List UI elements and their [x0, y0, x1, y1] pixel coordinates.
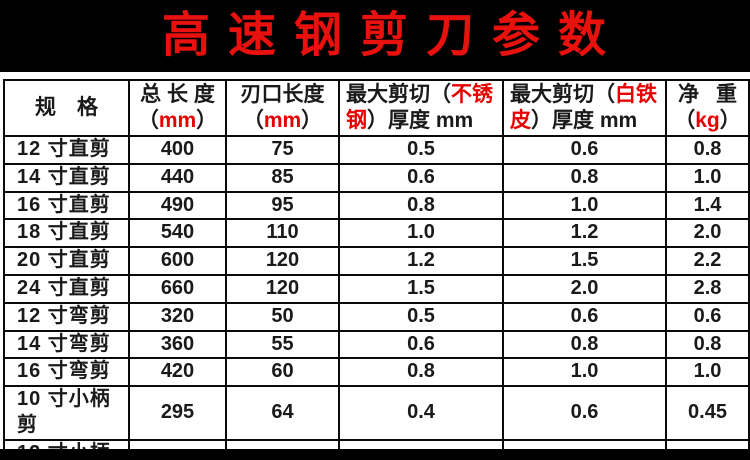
cell-max-cut-stainless: 1.0: [338, 218, 504, 249]
header-blade-length-unit: （mm）: [242, 109, 323, 132]
table-row: 16 寸直剪 490 95 0.8 1.0 1.4: [3, 190, 750, 221]
cell-blade-length: 120: [225, 273, 340, 304]
cell-spec: 12 寸弯剪: [3, 301, 130, 332]
cell-total-length: 295: [128, 385, 227, 441]
cell-max-cut-stainless: 0.4: [338, 385, 504, 441]
cell-spec: 14 寸弯剪: [3, 329, 130, 360]
cell-spec: 24 寸直剪: [3, 273, 130, 304]
column-header-spec: 规 格: [3, 79, 130, 137]
spec-table: 规 格 总 长 度 （mm） 刃口长度 （mm） 最大剪切（不锈 钢）厚度 mm…: [3, 79, 750, 460]
cell-blade-length: 75: [225, 135, 340, 165]
cell-max-cut-stainless: 0.5: [338, 135, 504, 165]
header-blade-length-label: 刃口长度: [240, 83, 325, 106]
cell-blade-length: 50: [225, 301, 340, 332]
cell-total-length: 440: [128, 162, 227, 193]
header-row: 规 格 总 长 度 （mm） 刃口长度 （mm） 最大剪切（不锈 钢）厚度 mm…: [3, 79, 750, 137]
cell-spec: 16 寸弯剪: [3, 357, 130, 388]
cell-max-cut-tinplate: 1.0: [502, 190, 667, 221]
cell-blade-length: 85: [225, 162, 340, 193]
cell-net-weight: 0.8: [665, 135, 750, 165]
table-row: 10 寸小柄剪 295 64 0.4 0.6 0.45: [3, 385, 750, 441]
cell-max-cut-tinplate: 2.0: [502, 273, 667, 304]
cell-net-weight: 2.8: [665, 273, 750, 304]
cell-spec: 16 寸直剪: [3, 190, 130, 221]
cell-net-weight: 2.2: [665, 246, 750, 276]
cell-total-length: 360: [128, 329, 227, 360]
cell-max-cut-stainless: 0.8: [338, 357, 504, 388]
cell-max-cut-tinplate: 0.8: [502, 162, 667, 193]
header-spec-label: 规 格: [35, 96, 98, 119]
cell-max-cut-tinplate: 0.6: [502, 385, 667, 441]
cell-blade-length: 64: [225, 385, 340, 441]
cell-spec: 12 寸直剪: [3, 135, 130, 165]
cell-spec: 10 寸小柄剪: [3, 385, 130, 441]
header-tinplate-line2: 皮）厚度 mm: [510, 109, 638, 132]
cell-max-cut-tinplate: 1.0: [502, 357, 667, 388]
cell-total-length: 540: [128, 218, 227, 249]
title-banner: 高速钢剪刀参数: [0, 0, 750, 72]
cell-blade-length: 95: [225, 190, 340, 221]
cell-max-cut-tinplate: 0.6: [502, 301, 667, 332]
table-row: 12 寸弯剪 320 50 0.5 0.6 0.6: [3, 301, 750, 332]
table-row: 16 寸弯剪 420 60 0.8 1.0 1.0: [3, 357, 750, 388]
cell-total-length: 320: [128, 301, 227, 332]
cell-net-weight: 0.45: [665, 385, 750, 441]
column-header-net-weight: 净重 （kg）: [665, 79, 750, 137]
cell-spec: 14 寸直剪: [3, 162, 130, 193]
cell-net-weight: 1.0: [665, 357, 750, 388]
bottom-black-bar: [0, 449, 750, 460]
column-header-total-length: 总 长 度 （mm）: [128, 79, 227, 137]
cell-max-cut-tinplate: 1.2: [502, 218, 667, 249]
cell-max-cut-tinplate: 0.6: [502, 135, 667, 165]
cell-max-cut-tinplate: 0.8: [502, 329, 667, 360]
table-row: 14 寸弯剪 360 55 0.6 0.8 0.8: [3, 329, 750, 360]
cell-total-length: 600: [128, 246, 227, 276]
header-stainless-line1: 最大剪切（不锈: [346, 83, 493, 106]
cell-max-cut-stainless: 1.5: [338, 273, 504, 304]
table-row: 18 寸直剪 540 110 1.0 1.2 2.0: [3, 218, 750, 249]
cell-blade-length: 55: [225, 329, 340, 360]
cell-blade-length: 120: [225, 246, 340, 276]
cell-blade-length: 60: [225, 357, 340, 388]
cell-max-cut-tinplate: 1.5: [502, 246, 667, 276]
header-net-weight-unit: （kg）: [674, 109, 741, 132]
cell-blade-length: 110: [225, 218, 340, 249]
cell-max-cut-stainless: 0.5: [338, 301, 504, 332]
cell-total-length: 400: [128, 135, 227, 165]
column-header-max-cut-stainless: 最大剪切（不锈 钢）厚度 mm: [338, 79, 504, 137]
cell-net-weight: 1.4: [665, 190, 750, 221]
cell-spec: 20 寸直剪: [3, 246, 130, 276]
header-net-weight-label: 净重: [678, 83, 737, 106]
column-header-max-cut-tinplate: 最大剪切（白铁 皮）厚度 mm: [502, 79, 667, 137]
cell-max-cut-stainless: 0.6: [338, 329, 504, 360]
cell-total-length: 660: [128, 273, 227, 304]
cell-net-weight: 0.8: [665, 329, 750, 360]
cell-total-length: 490: [128, 190, 227, 221]
table-row: 20 寸直剪 600 120 1.2 1.5 2.2: [3, 246, 750, 276]
header-total-length-unit: （mm）: [137, 109, 218, 132]
page-title: 高速钢剪刀参数: [161, 9, 624, 62]
header-tinplate-line1: 最大剪切（白铁: [510, 83, 657, 106]
cell-max-cut-stainless: 0.6: [338, 162, 504, 193]
cell-total-length: 420: [128, 357, 227, 388]
cell-net-weight: 1.0: [665, 162, 750, 193]
table-row: 12 寸直剪 400 75 0.5 0.6 0.8: [3, 135, 750, 165]
column-header-blade-length: 刃口长度 （mm）: [225, 79, 340, 137]
cell-spec: 18 寸直剪: [3, 218, 130, 249]
cell-net-weight: 0.6: [665, 301, 750, 332]
header-stainless-line2: 钢）厚度 mm: [346, 109, 474, 132]
table-row: 14 寸直剪 440 85 0.6 0.8 1.0: [3, 162, 750, 193]
cell-net-weight: 2.0: [665, 218, 750, 249]
header-total-length-label: 总 长 度: [140, 83, 215, 106]
cell-max-cut-stainless: 1.2: [338, 246, 504, 276]
table-row: 24 寸直剪 660 120 1.5 2.0 2.8: [3, 273, 750, 304]
cell-max-cut-stainless: 0.8: [338, 190, 504, 221]
